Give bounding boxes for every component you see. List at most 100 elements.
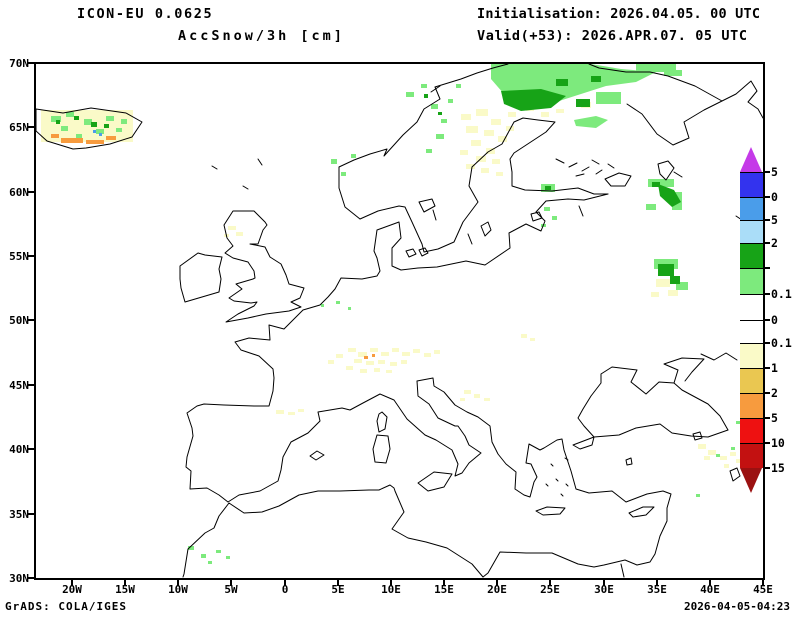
lon-axis-label: 20W xyxy=(62,583,82,596)
island-cyprus xyxy=(629,507,654,517)
colorbar-segment xyxy=(740,418,763,443)
lat-axis-tick xyxy=(27,384,34,386)
coastline-black-sea-south xyxy=(594,424,728,437)
colorbar-tick xyxy=(765,219,770,221)
lon-axis-tick xyxy=(390,580,392,586)
parameter-title: AccSnow/3h [cm] xyxy=(178,28,345,44)
lon-axis-label: 20E xyxy=(487,583,507,596)
island-saaremaa xyxy=(531,212,542,221)
colorbar-tick xyxy=(765,293,770,295)
lat-axis-tick xyxy=(27,126,34,128)
island-corsica xyxy=(377,412,387,432)
lat-axis-label: 40N xyxy=(9,443,29,456)
colorbar-label: 15 xyxy=(771,461,785,475)
lon-axis-tick xyxy=(549,580,551,586)
river-volga-don xyxy=(701,353,737,360)
coastline-ireland xyxy=(180,253,222,302)
lat-axis-label: 60N xyxy=(9,186,29,199)
lat-axis-tick xyxy=(27,191,34,193)
colorbar-segment xyxy=(740,197,763,220)
lon-axis-label: 15W xyxy=(115,583,135,596)
colorbar-tick xyxy=(765,367,770,369)
colorbar-segment xyxy=(740,220,763,243)
lake-onega xyxy=(658,161,674,180)
lon-axis-label: 15E xyxy=(434,583,454,596)
snowmelt-patch-orange xyxy=(51,134,375,359)
lat-axis-label: 45N xyxy=(9,379,29,392)
lat-axis-tick xyxy=(27,255,34,257)
colorbar-tick xyxy=(765,267,770,269)
europe-map xyxy=(36,64,763,578)
colorbar-label: 5 xyxy=(771,411,778,425)
colorbar-segment xyxy=(740,294,763,320)
coastline-iceland xyxy=(36,108,142,149)
lon-axis-label: 35E xyxy=(647,583,667,596)
colorbar-segment xyxy=(740,443,763,468)
colorbar-tick xyxy=(765,171,770,173)
lon-axis-tick xyxy=(496,580,498,586)
lat-axis-label: 55N xyxy=(9,250,29,263)
lon-axis-tick xyxy=(337,580,339,586)
finnish-lakes xyxy=(556,159,614,176)
lake-peipus xyxy=(579,206,583,216)
snow-patch-pale-yellow xyxy=(41,96,742,468)
island-small-marks xyxy=(212,86,624,577)
colorbar-segment xyxy=(740,320,763,343)
colorbar-segment xyxy=(740,393,763,418)
lat-axis-label: 30N xyxy=(9,572,29,585)
colorbar-segment xyxy=(740,268,763,294)
snow-patch-blue-specks xyxy=(93,130,102,136)
coastline-azov-sea xyxy=(664,358,704,383)
colorbar-label: 0 xyxy=(771,190,778,204)
valid-time: Valid(+53): 2026.APR.07. 05 UTC xyxy=(477,28,748,44)
lat-axis-tick xyxy=(27,448,34,450)
initialisation-time: Initialisation: 2026.04.05. 00 UTC xyxy=(477,6,761,22)
colorbar-tick xyxy=(765,196,770,198)
lon-axis-label: 10E xyxy=(381,583,401,596)
lat-axis-tick xyxy=(27,319,34,321)
lon-axis-tick xyxy=(709,580,711,586)
colorbar-segment xyxy=(740,243,763,268)
colorbar-label: 10 xyxy=(771,436,785,450)
map-frame xyxy=(34,62,765,580)
lon-axis-tick xyxy=(284,580,286,586)
grads-credit: GrADS: COLA/IGES xyxy=(5,600,127,613)
coastline-scandinavia-north xyxy=(339,64,508,219)
colorbar-label: 0.1 xyxy=(771,336,792,350)
colorbar-label: 0.1 xyxy=(771,287,792,301)
lon-axis-tick xyxy=(124,580,126,586)
lat-axis-tick xyxy=(27,513,34,515)
colorbar-tick xyxy=(765,392,770,394)
colorbar-label: 0 xyxy=(771,313,778,327)
colorbar-label: 5 xyxy=(771,165,778,179)
colorbar-label: 1 xyxy=(771,361,778,375)
island-crete xyxy=(536,507,565,515)
lake-rybinsk xyxy=(674,172,742,220)
coastline-baltic xyxy=(360,118,608,252)
lat-axis-label: 50N xyxy=(9,314,29,327)
lat-axis-label: 70N xyxy=(9,57,29,70)
lon-axis-tick xyxy=(177,580,179,586)
colorbar-tick xyxy=(765,467,770,469)
colorbar-arrow-down xyxy=(740,468,762,493)
island-zealand-funen xyxy=(406,248,428,257)
snow-patch-dark-green xyxy=(56,76,681,284)
lat-axis-tick xyxy=(27,62,34,64)
lat-axis-label: 35N xyxy=(9,508,29,521)
lon-axis-tick xyxy=(443,580,445,586)
colorbar-label: 2 xyxy=(771,386,778,400)
snow-patch-light-green xyxy=(51,64,746,564)
colorbar-tick xyxy=(765,417,770,419)
lat-axis-tick xyxy=(27,577,34,579)
aegean-islands xyxy=(546,458,568,496)
lon-axis-tick xyxy=(762,580,764,586)
colorbar-segment xyxy=(740,343,763,368)
island-mallorca xyxy=(310,451,324,460)
colorbar-arrow-up xyxy=(740,147,762,172)
colorbar-tick xyxy=(765,242,770,244)
colorbar-label: 5 xyxy=(771,213,778,227)
lon-axis-label: 5W xyxy=(224,583,238,596)
coastline-kola-white-sea xyxy=(589,64,722,145)
coastline-great-britain xyxy=(224,211,304,322)
